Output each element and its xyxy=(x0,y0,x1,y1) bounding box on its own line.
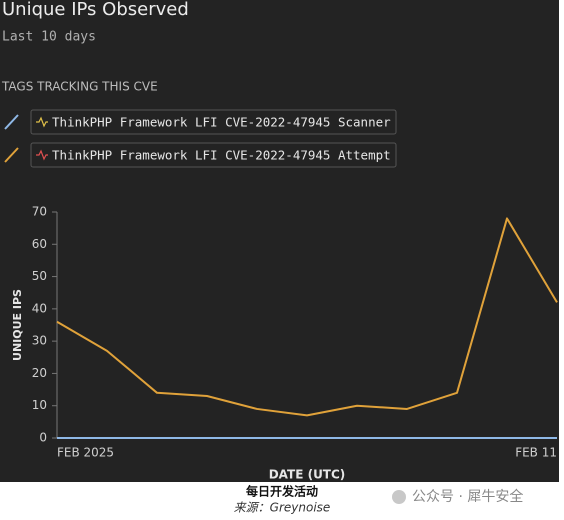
legend-box xyxy=(30,109,397,135)
chart-subtitle: Last 10 days xyxy=(2,30,96,45)
y-tick-label: 20 xyxy=(32,366,47,380)
y-tick-label: 60 xyxy=(32,237,47,251)
panel xyxy=(0,0,559,482)
x-tick-label: FEB 2025 xyxy=(57,446,114,460)
watermark: 公众号 · 犀牛安全 xyxy=(412,488,523,505)
x-axis-title: DATE (UTC) xyxy=(269,468,346,482)
caption: 每日开发活动 xyxy=(246,484,318,499)
legend-swatch xyxy=(4,147,19,163)
series-line xyxy=(56,217,558,417)
legend-box xyxy=(30,142,397,168)
legend-title: TAGS TRACKING THIS CVE xyxy=(1,80,158,94)
y-tick-label: 40 xyxy=(32,301,47,315)
x-tick-label: FEB 11 xyxy=(515,446,557,460)
legend-label: ThinkPHP Framework LFI CVE-2022-47945 At… xyxy=(52,148,391,163)
legend-icon xyxy=(36,149,48,161)
legend-icon xyxy=(36,116,48,128)
y-tick-label: 50 xyxy=(32,269,47,283)
source: 来源：Greynoise xyxy=(234,501,331,515)
y-tick-label: 70 xyxy=(32,205,47,219)
y-tick-label: 0 xyxy=(39,431,47,445)
y-tick-label: 10 xyxy=(32,398,47,412)
y-axis-title: UNIQUE IPS xyxy=(11,289,24,361)
watermark-icon xyxy=(392,490,406,504)
chart-title: Unique IPs Observed xyxy=(2,0,189,20)
y-tick-label: 30 xyxy=(32,334,47,348)
legend-swatch xyxy=(4,114,19,130)
legend-label: ThinkPHP Framework LFI CVE-2022-47945 Sc… xyxy=(52,115,391,130)
